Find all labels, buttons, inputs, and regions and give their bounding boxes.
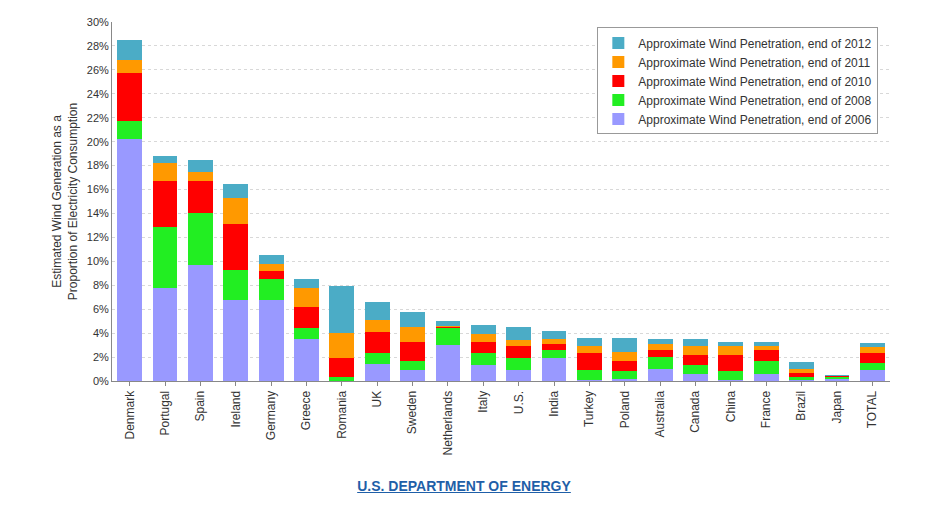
svg-text:6%: 6%: [93, 303, 109, 315]
svg-text:Netherlands: Netherlands: [441, 391, 455, 456]
svg-text:18%: 18%: [87, 159, 109, 171]
svg-text:16%: 16%: [87, 183, 109, 195]
svg-text:UK: UK: [370, 391, 384, 408]
svg-text:20%: 20%: [87, 136, 109, 148]
svg-text:Sweden: Sweden: [405, 391, 419, 434]
svg-text:Denmark: Denmark: [123, 390, 137, 440]
svg-text:22%: 22%: [87, 112, 109, 124]
svg-text:Estimated Wind Generation as a: Estimated Wind Generation as aProportion…: [50, 103, 80, 300]
svg-text:Approximate Wind Penetration,: Approximate Wind Penetration, end of 201…: [638, 37, 871, 51]
svg-text:Romania: Romania: [335, 390, 349, 438]
svg-text:0%: 0%: [93, 375, 109, 387]
svg-text:Brazil: Brazil: [794, 391, 808, 421]
svg-text:Spain: Spain: [193, 391, 207, 422]
svg-text:Turkey: Turkey: [582, 391, 596, 427]
svg-text:Ireland: Ireland: [229, 391, 243, 428]
svg-text:Japan: Japan: [830, 391, 844, 424]
svg-text:Portugal: Portugal: [158, 391, 172, 436]
svg-text:Poland: Poland: [618, 391, 632, 428]
svg-text:2%: 2%: [93, 351, 109, 363]
svg-text:U.S.: U.S.: [512, 391, 526, 414]
svg-text:30%: 30%: [87, 16, 109, 28]
svg-text:12%: 12%: [87, 231, 109, 243]
svg-text:8%: 8%: [93, 279, 109, 291]
svg-text:Italy: Italy: [476, 391, 490, 413]
svg-text:TOTAL: TOTAL: [865, 390, 879, 428]
svg-text:Approximate Wind Penetration,: Approximate Wind Penetration, end of 201…: [638, 56, 870, 70]
svg-text:26%: 26%: [87, 64, 109, 76]
svg-text:Approximate Wind Penetration,: Approximate Wind Penetration, end of 201…: [638, 75, 871, 89]
svg-text:10%: 10%: [87, 255, 109, 267]
svg-text:China: China: [724, 390, 738, 422]
svg-text:Canada: Canada: [688, 390, 702, 432]
svg-text:Germany: Germany: [264, 391, 278, 440]
svg-text:India: India: [547, 390, 561, 416]
svg-text:Approximate Wind Penetration,: Approximate Wind Penetration, end of 200…: [638, 113, 871, 127]
svg-text:28%: 28%: [87, 40, 109, 52]
svg-text:Greece: Greece: [299, 390, 313, 430]
svg-text:4%: 4%: [93, 327, 109, 339]
svg-text:14%: 14%: [87, 207, 109, 219]
svg-text:Australia: Australia: [653, 390, 667, 437]
svg-text:France: France: [759, 390, 773, 428]
svg-text:Approximate Wind Penetration,: Approximate Wind Penetration, end of 200…: [638, 94, 871, 108]
svg-text:24%: 24%: [87, 88, 109, 100]
html-text:U.S. DEPARTMENT OF ENERGY: U.S. DEPARTMENT OF ENERGY: [357, 478, 571, 494]
